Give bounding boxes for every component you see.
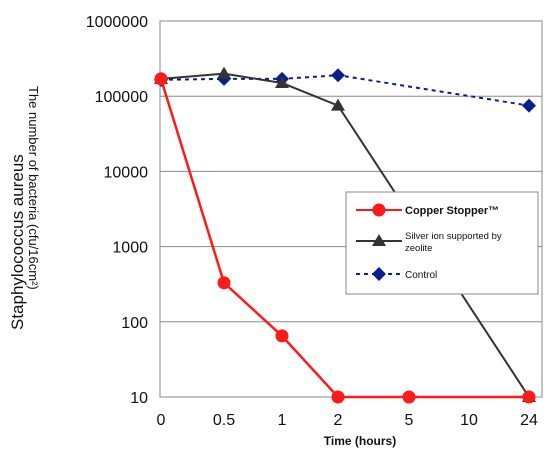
x-tick-label: 0.5 (213, 412, 235, 429)
data-point-silver-ion (217, 66, 231, 79)
data-point-control (522, 98, 536, 113)
data-point-copper-stopper (331, 390, 345, 404)
data-point-silver-ion (331, 98, 345, 111)
x-axis-label: Time (hours) (324, 434, 396, 448)
legend-label-control: Control (405, 270, 437, 281)
legend-label-silver-ion: Silver ion supported by zeolite (405, 231, 502, 254)
legend-marker-copper-stopper (372, 203, 386, 217)
y-tick-label: 10000 (104, 164, 149, 181)
data-point-control (331, 68, 345, 83)
y-axis-label-organism: Staphylococcus aureus (8, 154, 27, 330)
y-tick-label: 1000000 (86, 14, 148, 31)
y-tick-label: 10 (130, 390, 148, 407)
legend: Copper Stopper™ Silver ion supported by ze… (345, 191, 539, 295)
data-point-copper-stopper (522, 390, 536, 404)
y-axis-label-count: The number of bacteria (cfu/16cm²) (26, 86, 41, 290)
x-tick-label: 10 (460, 412, 478, 429)
y-tick-label: 100 (121, 315, 148, 332)
data-point-copper-stopper (154, 72, 168, 86)
data-point-copper-stopper (402, 390, 416, 404)
data-point-copper-stopper (217, 276, 231, 290)
x-tick-label: 5 (405, 412, 414, 429)
x-tick-label: 1 (278, 412, 287, 429)
x-tick-label: 0 (157, 412, 166, 429)
legend-label-copper-stopper: Copper Stopper™ (405, 205, 499, 217)
x-tick-label: 24 (520, 412, 538, 429)
y-tick-label: 1000 (112, 240, 148, 257)
x-tick-label: 2 (334, 412, 343, 429)
legend-marker-control (372, 267, 386, 281)
data-point-silver-ion (275, 75, 289, 88)
series-line-copper-stopper (159, 78, 529, 399)
data-point-copper-stopper (275, 329, 289, 343)
y-tick-label: 100000 (95, 89, 148, 106)
legend-marker-silver-ion (372, 234, 386, 246)
